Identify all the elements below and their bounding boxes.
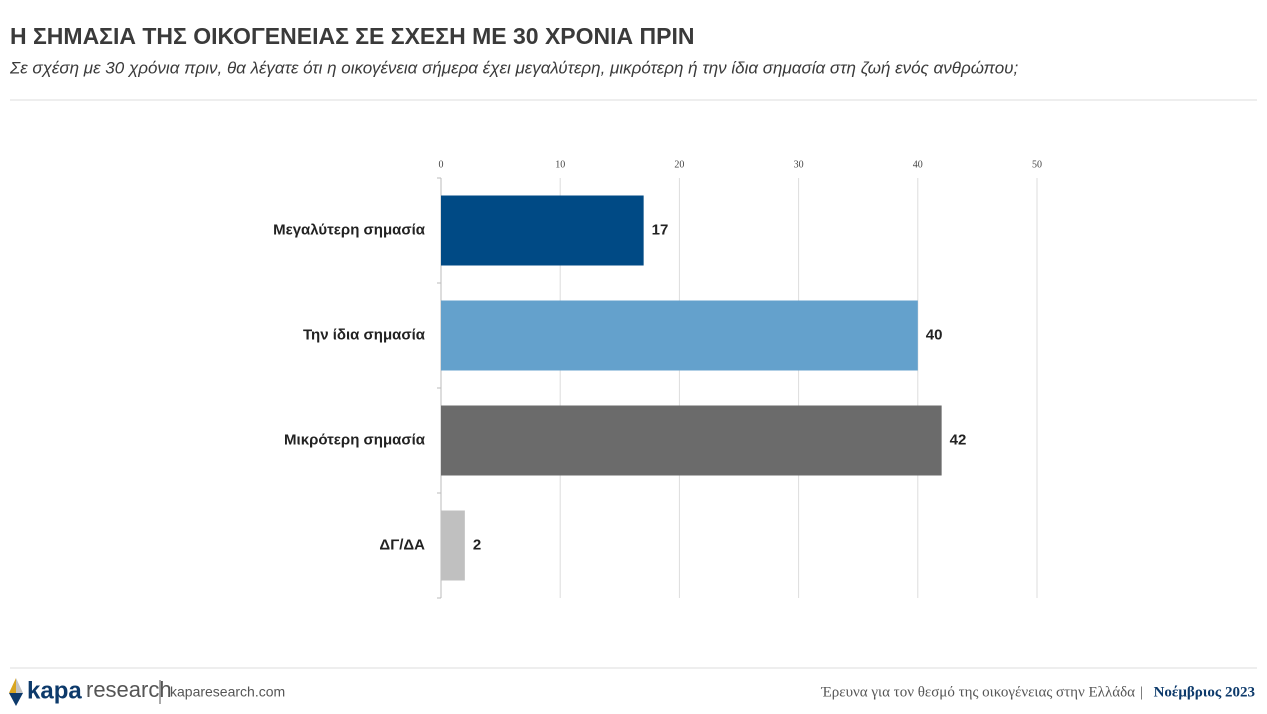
x-tick-label: 40: [913, 159, 923, 170]
website: kaparesearch.com: [170, 684, 285, 700]
x-tick-label: 10: [555, 159, 565, 170]
data-label: 42: [950, 431, 967, 448]
bar: [441, 405, 942, 476]
y-tick-label: ΔΓ/ΔΑ: [379, 536, 425, 553]
chart-title: Η ΣΗΜΑΣΙΑ ΤΗΣ ΟΙΚΟΓΕΝΕΙΑΣ ΣΕ ΣΧΕΣΗ ΜΕ 30…: [10, 23, 694, 49]
plot: 0 10 20 30 40 50 Μεγαλύτερη σημασία 17 Την ίδια …: [273, 159, 1042, 599]
bar: [441, 300, 918, 371]
bar: [441, 195, 644, 266]
x-tick-label: 50: [1032, 159, 1042, 170]
data-label: 40: [926, 326, 943, 343]
logo-icon: [9, 678, 23, 706]
x-tick-label: 0: [439, 159, 444, 170]
logo-light: research: [86, 677, 172, 702]
chart-subtitle: Σε σχέση με 30 χρόνια πριν, θα λέγατε ότ…: [9, 58, 1019, 77]
bar: [441, 510, 465, 581]
survey-name: Έρευνα για τον θεσμό της οικογένειας στη…: [820, 684, 1135, 700]
y-tick-label: Την ίδια σημασία: [303, 326, 426, 343]
logo-bold: kapa: [27, 677, 82, 704]
separator: |: [1140, 684, 1143, 700]
y-tick-label: Μικρότερη σημασία: [284, 431, 426, 448]
x-tick-label: 30: [794, 159, 804, 170]
survey-date: Νοέμβριος 2023: [1154, 684, 1255, 700]
data-label: 2: [473, 536, 481, 553]
x-tick-label: 20: [674, 159, 684, 170]
data-label: 17: [652, 221, 669, 238]
y-tick-label: Μεγαλύτερη σημασία: [273, 221, 426, 238]
